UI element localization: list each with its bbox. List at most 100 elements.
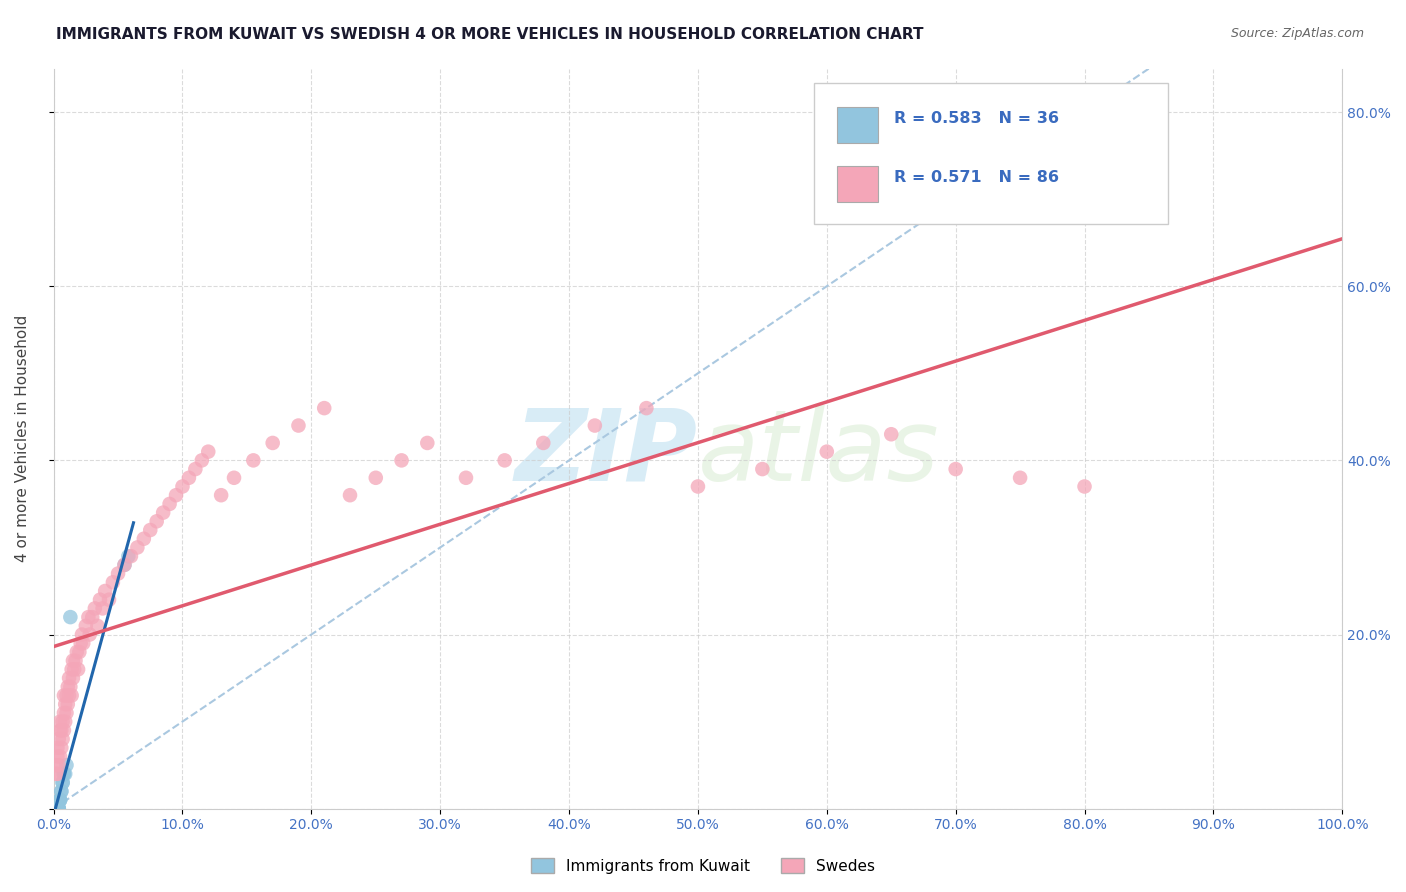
- Point: [339, 488, 361, 502]
- Point: [222, 471, 245, 485]
- Point: [44, 802, 66, 816]
- Point: [49, 793, 72, 807]
- Point: [83, 601, 105, 615]
- Point: [686, 479, 709, 493]
- Point: [46, 802, 69, 816]
- Point: [44, 802, 66, 816]
- Point: [70, 627, 93, 641]
- Text: R = 0.571   N = 86: R = 0.571 N = 86: [894, 169, 1059, 185]
- Point: [46, 802, 69, 816]
- Point: [77, 610, 100, 624]
- Point: [49, 793, 72, 807]
- Point: [56, 697, 79, 711]
- Point: [454, 471, 477, 485]
- Point: [391, 453, 413, 467]
- Point: [314, 401, 336, 416]
- Point: [165, 488, 187, 502]
- Point: [880, 427, 903, 442]
- Point: [51, 723, 73, 738]
- Point: [132, 532, 155, 546]
- Point: [636, 401, 658, 416]
- Point: [49, 793, 72, 807]
- Point: [89, 592, 111, 607]
- Point: [583, 418, 606, 433]
- Point: [55, 706, 77, 720]
- Point: [66, 645, 89, 659]
- Point: [46, 802, 69, 816]
- Point: [45, 802, 67, 816]
- FancyBboxPatch shape: [837, 166, 879, 202]
- Point: [52, 706, 75, 720]
- Point: [53, 697, 76, 711]
- Point: [49, 749, 72, 764]
- Point: [60, 662, 83, 676]
- Point: [117, 549, 139, 563]
- Point: [46, 740, 69, 755]
- Text: atlas: atlas: [697, 405, 939, 502]
- Point: [53, 767, 76, 781]
- Point: [52, 723, 75, 738]
- FancyBboxPatch shape: [837, 107, 879, 143]
- Point: [48, 802, 70, 816]
- Point: [59, 610, 82, 624]
- Point: [52, 775, 75, 789]
- Point: [60, 689, 83, 703]
- Point: [91, 601, 114, 615]
- Point: [75, 619, 97, 633]
- Point: [159, 497, 181, 511]
- Point: [242, 453, 264, 467]
- Point: [48, 802, 70, 816]
- Point: [416, 436, 439, 450]
- Point: [44, 802, 66, 816]
- Point: [49, 714, 72, 729]
- Point: [55, 689, 77, 703]
- Point: [45, 767, 67, 781]
- Point: [177, 471, 200, 485]
- Text: ZIP: ZIP: [515, 405, 697, 502]
- Point: [55, 758, 77, 772]
- Point: [51, 784, 73, 798]
- Point: [52, 714, 75, 729]
- Point: [58, 689, 80, 703]
- Point: [48, 731, 70, 746]
- Point: [46, 802, 69, 816]
- Point: [65, 654, 87, 668]
- Point: [98, 592, 121, 607]
- Point: [67, 645, 90, 659]
- Point: [44, 802, 66, 816]
- Point: [815, 444, 838, 458]
- Point: [127, 541, 149, 555]
- Text: IMMIGRANTS FROM KUWAIT VS SWEDISH 4 OR MORE VEHICLES IN HOUSEHOLD CORRELATION CH: IMMIGRANTS FROM KUWAIT VS SWEDISH 4 OR M…: [56, 27, 924, 42]
- Point: [58, 671, 80, 685]
- Point: [45, 802, 67, 816]
- Point: [751, 462, 773, 476]
- Point: [172, 479, 194, 493]
- Point: [48, 802, 70, 816]
- Point: [101, 575, 124, 590]
- Point: [79, 627, 101, 641]
- Point: [53, 714, 76, 729]
- Point: [145, 514, 167, 528]
- Legend: Immigrants from Kuwait, Swedes: Immigrants from Kuwait, Swedes: [524, 852, 882, 880]
- Point: [45, 758, 67, 772]
- Point: [51, 784, 73, 798]
- Point: [46, 767, 69, 781]
- Y-axis label: 4 or more Vehicles in Household: 4 or more Vehicles in Household: [15, 315, 30, 562]
- Point: [45, 802, 67, 816]
- Point: [209, 488, 232, 502]
- Point: [184, 462, 207, 476]
- Point: [45, 802, 67, 816]
- Text: R = 0.583   N = 36: R = 0.583 N = 36: [894, 111, 1059, 126]
- Point: [152, 506, 174, 520]
- Point: [45, 802, 67, 816]
- Point: [364, 471, 387, 485]
- Point: [44, 802, 66, 816]
- Point: [262, 436, 284, 450]
- Point: [44, 802, 66, 816]
- Point: [94, 584, 117, 599]
- Point: [63, 662, 86, 676]
- Point: [139, 523, 162, 537]
- Point: [287, 418, 309, 433]
- Point: [120, 549, 142, 563]
- Point: [494, 453, 516, 467]
